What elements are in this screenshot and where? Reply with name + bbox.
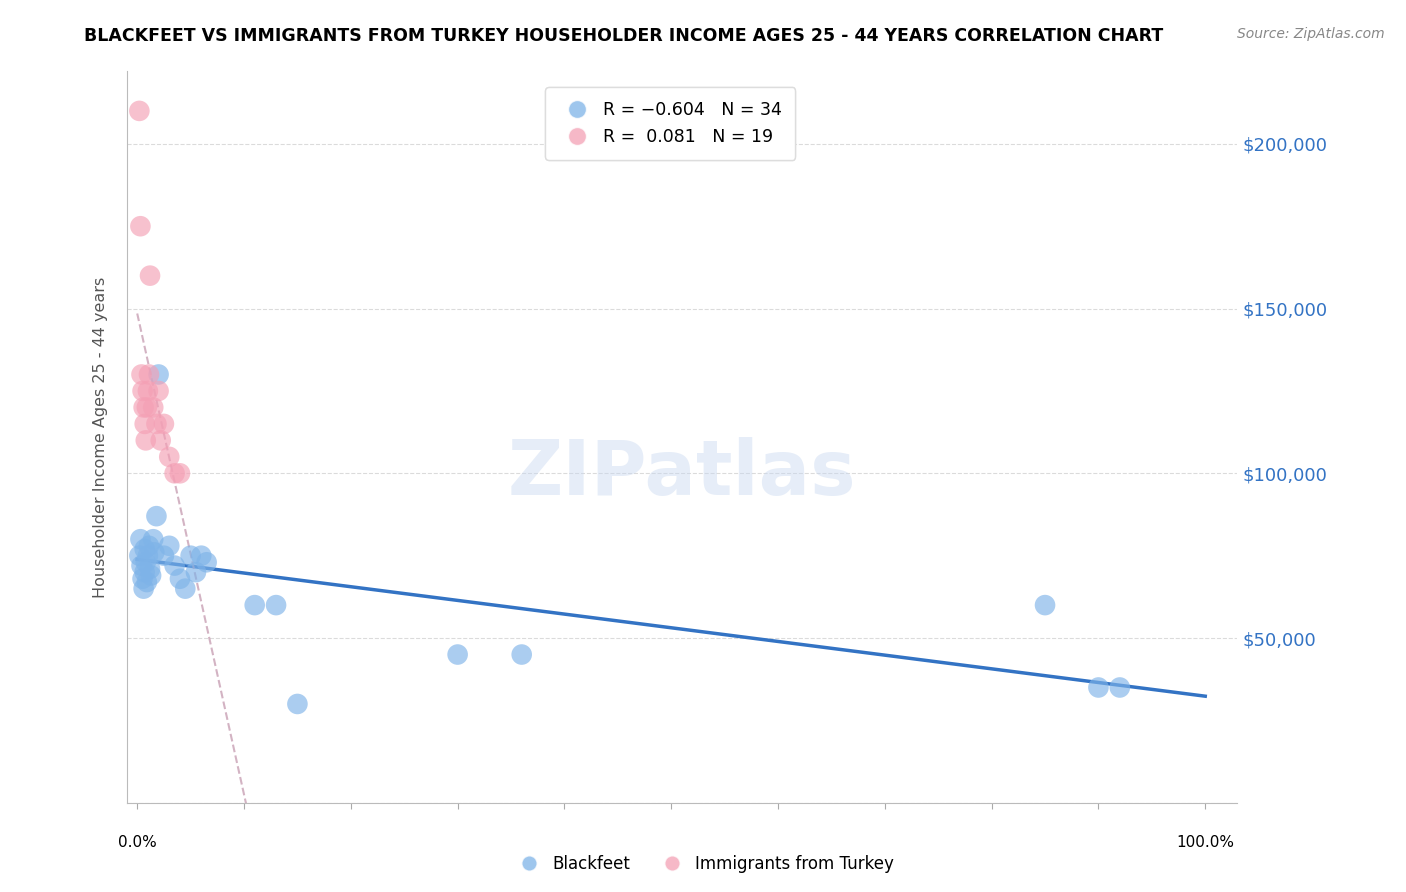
- Point: [142, 533, 165, 547]
- Point: [139, 568, 162, 582]
- Point: [136, 384, 159, 398]
- Point: [145, 509, 167, 524]
- Point: [142, 401, 165, 415]
- Point: [169, 572, 191, 586]
- Point: [136, 549, 159, 563]
- Point: [148, 384, 170, 398]
- Point: [135, 575, 157, 590]
- Point: [1033, 598, 1056, 612]
- Text: 0.0%: 0.0%: [118, 835, 156, 850]
- Point: [129, 219, 152, 234]
- Point: [131, 384, 153, 398]
- Point: [510, 648, 533, 662]
- Point: [148, 368, 170, 382]
- Text: ZIPatlas: ZIPatlas: [508, 437, 856, 510]
- Point: [1087, 681, 1109, 695]
- Point: [153, 549, 176, 563]
- Legend: Blackfeet, Immigrants from Turkey: Blackfeet, Immigrants from Turkey: [506, 848, 900, 880]
- Point: [190, 549, 212, 563]
- Point: [131, 368, 153, 382]
- Point: [143, 545, 166, 559]
- Point: [446, 648, 468, 662]
- Y-axis label: Householder Income Ages 25 - 44 years: Householder Income Ages 25 - 44 years: [93, 277, 108, 598]
- Point: [129, 533, 152, 547]
- Point: [134, 417, 156, 431]
- Text: Source: ZipAtlas.com: Source: ZipAtlas.com: [1237, 27, 1385, 41]
- Point: [157, 539, 180, 553]
- Point: [128, 549, 150, 563]
- Point: [287, 697, 309, 711]
- Point: [153, 417, 176, 431]
- Point: [163, 467, 186, 481]
- Point: [174, 582, 197, 596]
- Point: [169, 467, 191, 481]
- Point: [135, 401, 157, 415]
- Point: [138, 368, 160, 382]
- Point: [157, 450, 180, 464]
- Point: [1108, 681, 1130, 695]
- Point: [139, 268, 162, 283]
- Point: [132, 582, 155, 596]
- Point: [134, 542, 156, 557]
- Point: [243, 598, 266, 612]
- Legend: R = −0.604   N = 34, R =  0.081   N = 19: R = −0.604 N = 34, R = 0.081 N = 19: [546, 87, 796, 160]
- Point: [145, 417, 167, 431]
- Text: 100.0%: 100.0%: [1177, 835, 1234, 850]
- Point: [195, 555, 218, 569]
- Point: [128, 103, 150, 118]
- Point: [180, 549, 202, 563]
- Point: [138, 539, 160, 553]
- Point: [139, 562, 162, 576]
- Text: BLACKFEET VS IMMIGRANTS FROM TURKEY HOUSEHOLDER INCOME AGES 25 - 44 YEARS CORREL: BLACKFEET VS IMMIGRANTS FROM TURKEY HOUS…: [84, 27, 1164, 45]
- Point: [149, 434, 172, 448]
- Point: [135, 434, 157, 448]
- Point: [131, 558, 153, 573]
- Point: [132, 401, 155, 415]
- Point: [131, 572, 153, 586]
- Point: [264, 598, 287, 612]
- Point: [134, 565, 156, 579]
- Point: [184, 565, 207, 579]
- Point: [135, 555, 157, 569]
- Point: [163, 558, 186, 573]
